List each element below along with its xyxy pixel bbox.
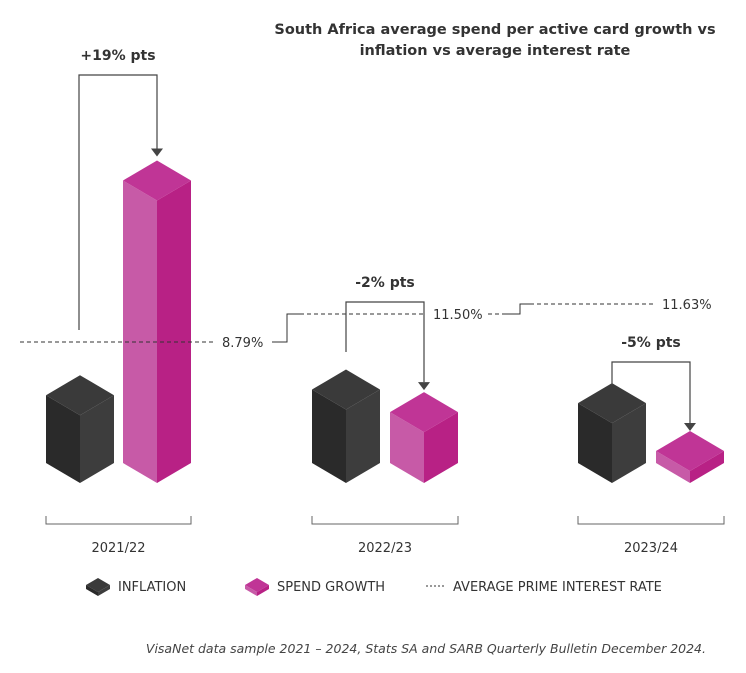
interest-rate-step-1 (272, 313, 300, 343)
bar-inflation-2021/22-top-face (46, 375, 114, 416)
category-bracket-2022/23 (311, 516, 459, 525)
annotation-label-2023/24: -5% pts (621, 335, 681, 351)
footnote: VisaNet data sample 2021 – 2024, Stats S… (145, 641, 706, 656)
interest-rate-label-2023-24: 11.63% (662, 298, 712, 313)
bar-inflation-2023/24-top-face (578, 383, 646, 424)
category-bracket-2021/22 (45, 516, 192, 525)
annotation-label-2022/23: -2% pts (355, 275, 415, 291)
interest-rate-label-2022-23: 11.50% (433, 308, 483, 323)
bar-inflation-2022/23-left-face (312, 389, 346, 483)
annotation-label-2021/22: +19% pts (80, 48, 155, 64)
chart-title: South Africa average spend per active ca… (274, 22, 716, 59)
legend-spend-growth-icon-left (245, 585, 257, 596)
annotation-bracket-2022/23 (345, 301, 425, 383)
category-label-2023/24: 2023/24 (624, 541, 678, 556)
bar-spend-growth-2021/22-left-face (123, 180, 157, 483)
annotation-bracket-2023/24 (611, 361, 691, 423)
annotation-bracket-2021/22 (78, 74, 158, 330)
legend-inflation-icon-left (86, 585, 98, 596)
category-label-2022/23: 2022/23 (358, 541, 412, 556)
bar-inflation-2021/22-left-face (46, 395, 80, 483)
bar-inflation-2021/22-right-face (80, 395, 114, 483)
legend-inflation-icon-right (98, 585, 110, 596)
bar-spend-growth-2021/22-top-face (123, 160, 191, 201)
interest-rate-step-2 (505, 303, 530, 315)
bar-spend-growth-2022/23-left-face (390, 412, 424, 483)
bar-spend-growth-2022/23-top-face (390, 392, 458, 433)
category-label-2021/22: 2021/22 (91, 541, 145, 556)
legend-label-spend-growth: SPEND GROWTH (277, 580, 385, 595)
bar-spend-growth-2023/24-top-face (656, 431, 724, 471)
interest-rate-label-2021-22: 8.79% (222, 336, 263, 351)
bar-inflation-2022/23-top-face (312, 369, 380, 410)
legend-spend-growth-icon-right (257, 585, 269, 596)
legend-label-interest-rate: AVERAGE PRIME INTEREST RATE (453, 580, 662, 595)
annotation-arrowhead-2021/22 (151, 148, 163, 157)
bar-spend-growth-2023/24-left-face (656, 451, 690, 483)
category-bracket-2023/24 (577, 516, 725, 525)
bar-spend-growth-2022/23-right-face (424, 412, 458, 483)
bar-inflation-2023/24-right-face (612, 403, 646, 483)
bar-inflation-2022/23-right-face (346, 389, 380, 483)
bar-spend-growth-2023/24-right-face (690, 451, 724, 483)
annotation-arrowhead-2022/23 (418, 382, 430, 391)
annotation-arrowhead-2023/24 (684, 423, 696, 431)
legend-label-inflation: INFLATION (118, 580, 186, 595)
bar-inflation-2023/24-left-face (578, 403, 612, 483)
bar-spend-growth-2021/22-right-face (157, 180, 191, 483)
